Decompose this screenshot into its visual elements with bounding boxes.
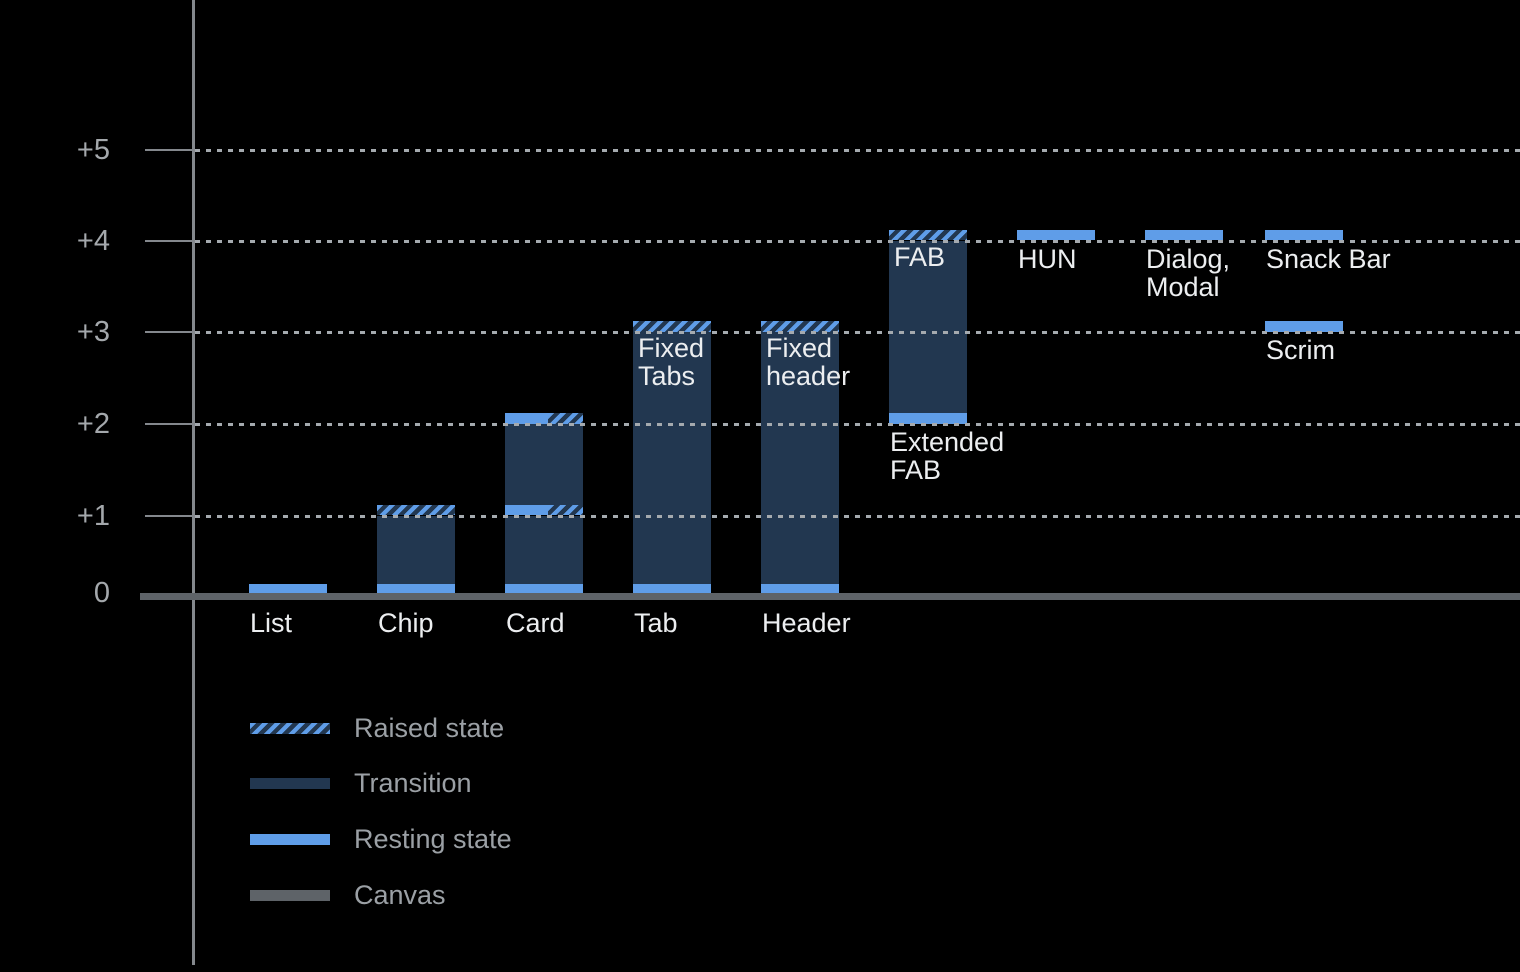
resting-segment	[761, 583, 839, 593]
transition-segment	[505, 424, 583, 505]
gridline-+1	[195, 514, 1520, 518]
bar-label-tab: Tab	[634, 608, 678, 638]
resting-half	[505, 504, 548, 516]
tick-+1	[145, 514, 195, 517]
transition-segment	[889, 240, 967, 413]
bar-below-label-hun: HUN	[1018, 243, 1077, 274]
raised-state-swatch	[250, 722, 330, 734]
transition-segment	[761, 332, 839, 584]
bar-label-header: Header	[762, 608, 851, 638]
raised-segment	[377, 504, 455, 516]
resting-segment	[889, 412, 967, 424]
bar-label-card: Card	[506, 608, 565, 638]
y-tick-label-+2: +2	[76, 408, 110, 440]
resting-segment	[633, 583, 711, 593]
gridline-+4	[195, 239, 1520, 243]
tick-+2	[145, 423, 195, 425]
legend-row-resting-state: Resting state	[250, 824, 512, 854]
resting-segment	[1265, 229, 1343, 241]
resting-half	[505, 412, 548, 424]
y-tick-label-+5: +5	[76, 133, 110, 166]
resting-raised-segment	[505, 504, 583, 516]
bar-label-chip: Chip	[378, 608, 434, 638]
gridline-+2	[195, 423, 1520, 426]
y-axis-line	[192, 0, 195, 965]
y-tick-label-+1: +1	[76, 499, 110, 532]
tick-+4	[145, 239, 195, 242]
legend-row-raised-state: Raised state	[250, 713, 504, 743]
bar-label-list: List	[250, 608, 293, 638]
raised-segment	[633, 321, 711, 332]
legend-label-raised-state: Raised state	[354, 713, 505, 743]
bar-inner-label-tab: Fixed Tabs	[638, 333, 705, 392]
resting-segment	[377, 583, 455, 593]
raised-segment	[889, 229, 967, 241]
gridline-+5	[195, 148, 1520, 152]
raised-half	[547, 504, 583, 516]
bar-inner-label-fab: FAB	[894, 241, 946, 272]
y-tick-label-+3: +3	[76, 316, 110, 348]
resting-state-swatch	[250, 833, 330, 845]
bar-below-label-fab: Extended FAB	[890, 427, 1005, 485]
transition-swatch	[250, 777, 330, 789]
transition-segment	[505, 515, 583, 584]
bar-below-label-scrim: Scrim	[1266, 335, 1335, 365]
resting-segment	[1017, 229, 1095, 241]
resting-raised-segment	[505, 412, 583, 424]
y-tick-label-0: 0	[93, 577, 110, 609]
gridline-+3	[195, 331, 1520, 334]
raised-half	[547, 412, 583, 424]
transition-segment	[633, 332, 711, 584]
bar-inner-label-header: Fixed header	[766, 333, 851, 392]
y-tick-label-+4: +4	[76, 224, 110, 257]
resting-segment	[505, 583, 583, 593]
legend-label-resting-state: Resting state	[354, 824, 512, 854]
legend-label-transition: Transition	[354, 768, 472, 798]
transition-segment	[377, 515, 455, 584]
resting-segment	[249, 583, 327, 593]
bar-below-label-snack-bar: Snack Bar	[1266, 243, 1391, 274]
tick-+3	[145, 331, 195, 333]
raised-segment	[761, 321, 839, 332]
canvas-swatch	[250, 889, 330, 901]
legend-row-canvas: Canvas	[250, 880, 446, 910]
tick-+5	[145, 148, 195, 151]
resting-segment	[1145, 229, 1223, 241]
canvas-baseline	[140, 593, 1520, 600]
legend-label-canvas: Canvas	[354, 880, 446, 910]
bar-below-label-dialog-modal: Dialog, Modal	[1146, 243, 1231, 302]
legend-row-transition: Transition	[250, 768, 472, 798]
resting-segment	[1265, 321, 1343, 332]
